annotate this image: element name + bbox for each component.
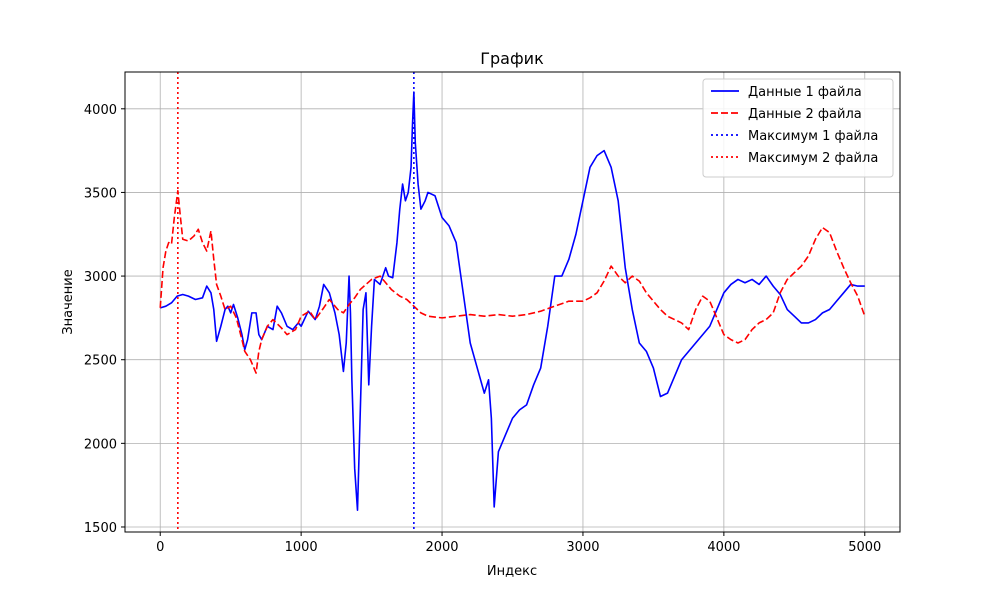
x-tick-label-4: 4000 [707, 540, 740, 555]
grid [125, 72, 900, 532]
y-axis-label: Значение [61, 269, 76, 334]
chart-title: График [480, 49, 544, 68]
y-tick-label-5: 4000 [84, 103, 117, 118]
y-tick-label-2: 2500 [84, 354, 117, 369]
x-tick-label-2: 2000 [425, 540, 458, 555]
legend-label-1: Данные 1 файла [748, 85, 862, 100]
y-tick-label-0: 1500 [84, 521, 117, 536]
axes: 0 1000 2000 3000 4000 5000 1500 2000 2500 3000 350… [84, 71, 901, 555]
x-tick-label-3: 3000 [566, 540, 599, 555]
legend: Данные 1 файла Данные 2 файла Максимум 1 ф… [702, 78, 894, 178]
legend-label-3: Максимум 1 файла [748, 129, 878, 144]
x-axis-label: Индекс [487, 564, 537, 579]
plot-lines [159, 72, 866, 532]
series-line-2 [159, 189, 866, 374]
x-tick-label-0: 0 [156, 540, 164, 555]
y-tick-label-4: 3500 [84, 186, 117, 201]
legend-label-4: Максимум 2 файла [748, 151, 878, 166]
y-tick-label-1: 2000 [84, 437, 117, 452]
x-tick-label-5: 5000 [848, 540, 881, 555]
plot-frame [124, 71, 901, 533]
series-line-1 [160, 91, 865, 512]
legend-box [702, 78, 894, 178]
x-tick-label-1: 1000 [285, 540, 318, 555]
legend-label-2: Данные 2 файла [748, 107, 862, 122]
y-tick-label-3: 3000 [84, 270, 117, 285]
